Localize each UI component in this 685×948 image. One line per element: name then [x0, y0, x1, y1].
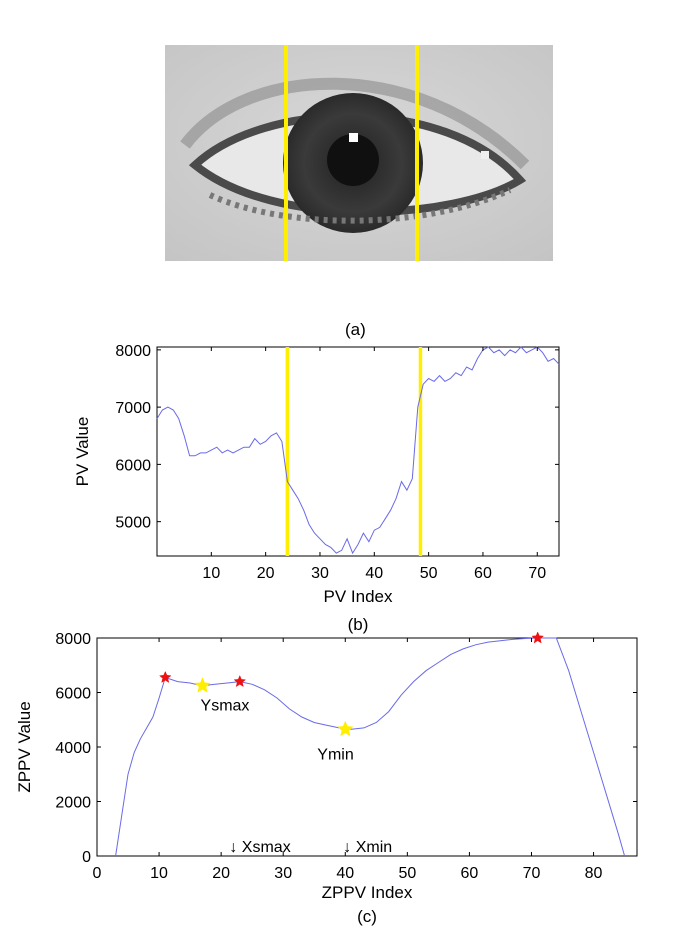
zppv-annotation-xmin: ↓ Xmin	[343, 839, 392, 856]
zppv-annotation-xsmax: ↓ Xsmax	[229, 839, 290, 856]
pv-axes-box	[156, 346, 560, 557]
zppv-x-tick-label: 20	[212, 865, 230, 882]
pv-y-tick-label: 8000	[115, 343, 151, 360]
zppv-yellow-star-marker-2	[337, 720, 354, 737]
pv-y-tick-label: 5000	[115, 515, 151, 532]
zppv-x-tick-label: 0	[93, 865, 102, 882]
pv-x-tick-label: 60	[474, 565, 492, 582]
pv-x-tick-label: 30	[311, 565, 329, 582]
eye-image	[165, 45, 553, 261]
zppv-y-tick-label: 0	[82, 849, 91, 866]
zppv-x-tick-label: 80	[585, 865, 603, 882]
zppv-x-tick-label: 70	[523, 865, 541, 882]
zppv-series-line-1	[115, 637, 626, 857]
zppv-y-tick-label: 4000	[55, 740, 91, 757]
pupil	[327, 134, 379, 186]
zppv-yellow-star-marker-1	[194, 677, 211, 693]
zppv-red-star-marker-1	[158, 670, 172, 683]
zppv-x-tick-label: 50	[398, 865, 416, 882]
zppv-red-star-marker-2	[233, 674, 247, 688]
zppv-panel-label: (c)	[357, 907, 377, 926]
panel-label-a: (a)	[345, 320, 366, 339]
pv-y-tick-label: 7000	[115, 400, 151, 417]
zppv-x-tick-label: 30	[274, 865, 292, 882]
pv-x-tick-label: 10	[202, 565, 220, 582]
pv-series-line-1	[156, 346, 560, 555]
pv-panel-label: (b)	[348, 615, 369, 634]
glint-small	[481, 151, 489, 159]
zppv-y-tick-label: 2000	[55, 795, 91, 812]
zppv-y-tick-label: 6000	[55, 686, 91, 703]
zppv-axes-box	[96, 637, 638, 857]
zppv-red-star-marker-3	[531, 631, 545, 644]
zppv-annotation-ymin: Ymin	[317, 746, 353, 763]
pv-x-tick-label: 40	[365, 565, 383, 582]
zppv-y-axis-label: ZPPV Value	[15, 701, 34, 792]
zppv-x-tick-label: 60	[461, 865, 479, 882]
pv-x-axis-label: PV Index	[324, 587, 393, 606]
pv-x-tick-label: 70	[528, 565, 546, 582]
zppv-x-axis-label: ZPPV Index	[322, 883, 413, 902]
glint	[349, 133, 358, 142]
zppv-y-tick-label: 8000	[55, 631, 91, 648]
pv-y-axis-label: PV Value	[73, 417, 92, 487]
pv-x-tick-label: 50	[420, 565, 438, 582]
zppv-x-tick-label: 10	[150, 865, 168, 882]
zppv-annotation-ysmax: Ysmax	[201, 698, 250, 715]
zppv-x-tick-label: 40	[336, 865, 354, 882]
pv-x-tick-label: 20	[257, 565, 275, 582]
eyelid-crease	[180, 77, 530, 170]
pv-y-tick-label: 6000	[115, 457, 151, 474]
